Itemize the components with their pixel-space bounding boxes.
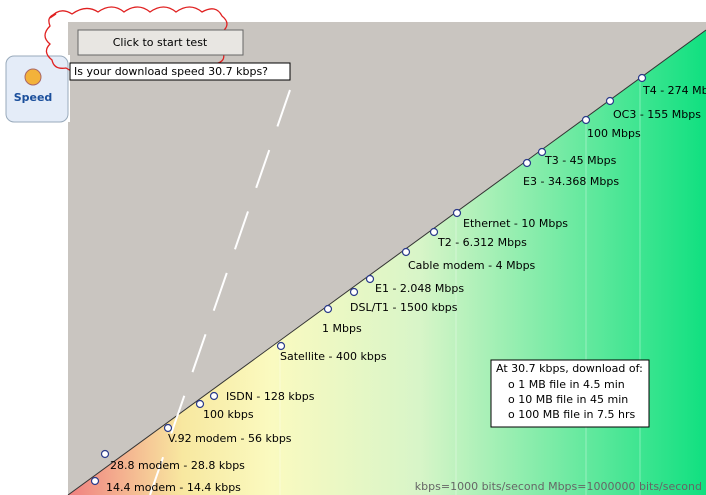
marker-dot [92,478,99,485]
marker-label: DSL/T1 - 1500 kbps [350,301,458,314]
marker-dot [211,393,218,400]
marker-label: T2 - 6.312 Mbps [437,236,527,249]
marker-dot [607,98,614,105]
marker-dot [325,306,332,313]
marker-dot [367,276,374,283]
marker-dot [351,289,358,296]
footer: kbps=1000 bits/second Mbps=1000000 bits/… [415,480,702,493]
marker-label: T3 - 45 Mbps [544,154,617,167]
marker-label: E1 - 2.048 Mbps [375,282,464,295]
marker-label: 1 Mbps [322,322,362,335]
marker-label: Ethernet - 10 Mbps [463,217,568,230]
button-label[interactable]: Click to start test [113,36,208,49]
marker-dot [165,425,172,432]
marker-label: 100 Mbps [587,127,641,140]
prompt-text: Is your download speed 30.7 kbps? [74,65,268,78]
marker-label: ISDN - 128 kbps [226,390,315,403]
marker-label: E3 - 34.368 Mbps [523,175,619,188]
marker-dot [403,249,410,256]
marker-dot [524,160,531,167]
marker-dot [278,343,285,350]
marker-label: OC3 - 155 Mbps [613,108,701,121]
marker-label: 100 kbps [203,408,254,421]
marker-dot [431,229,438,236]
speed-tab[interactable] [6,56,68,122]
marker-label: 14.4 modem - 14.4 kbps [106,481,241,494]
marker-label: Cable modem - 4 Mbps [408,259,536,272]
marker-dot [197,401,204,408]
speed-test: Speed Click to start test Is your downlo… [0,0,706,495]
marker-label: T4 - 274 Mbps [642,84,706,97]
info-line: o 100 MB file in 7.5 hrs [508,408,636,421]
marker-dot [102,451,109,458]
speed-icon [25,69,41,85]
marker-dot [454,210,461,217]
info-title: At 30.7 kbps, download of: [496,362,643,375]
marker-label: 28.8 modem - 28.8 kbps [110,459,245,472]
marker-dot [639,75,646,82]
marker-label: Satellite - 400 kbps [280,350,387,363]
info-line: o 10 MB file in 45 min [508,393,628,406]
tab-label: Speed [14,91,53,104]
info-line: o 1 MB file in 4.5 min [508,378,625,391]
marker-label: V.92 modem - 56 kbps [168,432,292,445]
marker-dot [583,117,590,124]
